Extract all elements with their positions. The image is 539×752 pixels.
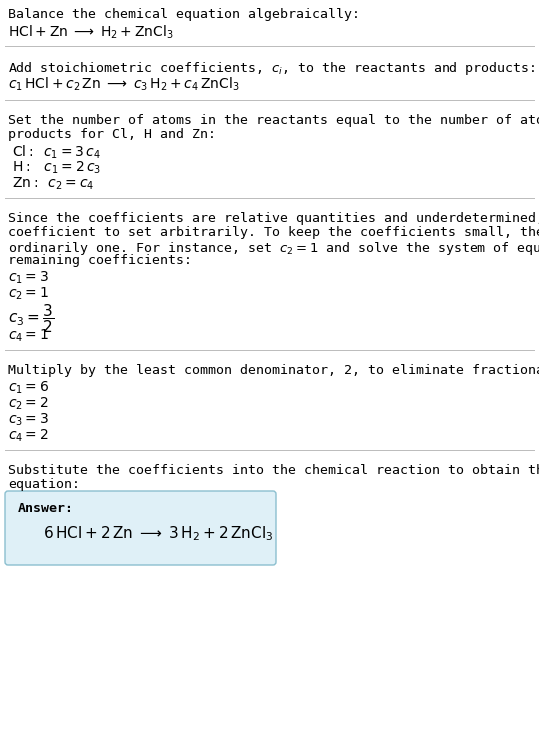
- Text: $c_1 = 6$: $c_1 = 6$: [8, 380, 49, 396]
- Text: Add stoichiometric coefficients, $c_i$, to the reactants and products:: Add stoichiometric coefficients, $c_i$, …: [8, 60, 536, 77]
- Text: $c_1 = 3$: $c_1 = 3$: [8, 270, 49, 287]
- FancyBboxPatch shape: [5, 491, 276, 565]
- Text: remaining coefficients:: remaining coefficients:: [8, 254, 192, 267]
- Text: Since the coefficients are relative quantities and underdetermined, choose a: Since the coefficients are relative quan…: [8, 212, 539, 225]
- Text: Substitute the coefficients into the chemical reaction to obtain the balanced: Substitute the coefficients into the che…: [8, 464, 539, 477]
- Text: ordinarily one. For instance, set $c_2 = 1$ and solve the system of equations fo: ordinarily one. For instance, set $c_2 =…: [8, 240, 539, 257]
- Text: $c_1\,\mathrm{HCl} + c_2\,\mathrm{Zn} \;\longrightarrow\; c_3\,\mathrm{H_2} + c_: $c_1\,\mathrm{HCl} + c_2\,\mathrm{Zn} \;…: [8, 76, 239, 93]
- Text: $c_2 = 2$: $c_2 = 2$: [8, 396, 49, 412]
- Text: coefficient to set arbitrarily. To keep the coefficients small, the arbitrary va: coefficient to set arbitrarily. To keep …: [8, 226, 539, 239]
- Text: Balance the chemical equation algebraically:: Balance the chemical equation algebraica…: [8, 8, 360, 21]
- Text: $\mathrm{Zn:}\;\; c_2 = c_4$: $\mathrm{Zn:}\;\; c_2 = c_4$: [12, 176, 94, 193]
- Text: $\mathrm{Cl:}\;\; c_1 = 3\,c_4$: $\mathrm{Cl:}\;\; c_1 = 3\,c_4$: [12, 144, 101, 162]
- Text: $\mathrm{HCl + Zn} \;\longrightarrow\; \mathrm{H_2 + ZnCl_3}$: $\mathrm{HCl + Zn} \;\longrightarrow\; \…: [8, 24, 174, 41]
- Text: equation:: equation:: [8, 478, 80, 491]
- Text: $6\,\mathrm{HCl} + 2\,\mathrm{Zn} \;\longrightarrow\; 3\,\mathrm{H_2} + 2\,\math: $6\,\mathrm{HCl} + 2\,\mathrm{Zn} \;\lon…: [43, 524, 274, 543]
- Text: Set the number of atoms in the reactants equal to the number of atoms in the: Set the number of atoms in the reactants…: [8, 114, 539, 127]
- Text: $c_4 = 1$: $c_4 = 1$: [8, 328, 49, 344]
- Text: products for Cl, H and Zn:: products for Cl, H and Zn:: [8, 128, 216, 141]
- Text: $\mathrm{H:}\;\;\; c_1 = 2\,c_3$: $\mathrm{H:}\;\;\; c_1 = 2\,c_3$: [12, 160, 101, 177]
- Text: Multiply by the least common denominator, 2, to eliminate fractional coefficient: Multiply by the least common denominator…: [8, 364, 539, 377]
- Text: $c_2 = 1$: $c_2 = 1$: [8, 286, 49, 302]
- Text: Answer:: Answer:: [18, 502, 74, 515]
- Text: $c_3 = 3$: $c_3 = 3$: [8, 412, 49, 429]
- Text: $c_4 = 2$: $c_4 = 2$: [8, 428, 49, 444]
- Text: $c_3 = \dfrac{3}{2}$: $c_3 = \dfrac{3}{2}$: [8, 302, 54, 335]
